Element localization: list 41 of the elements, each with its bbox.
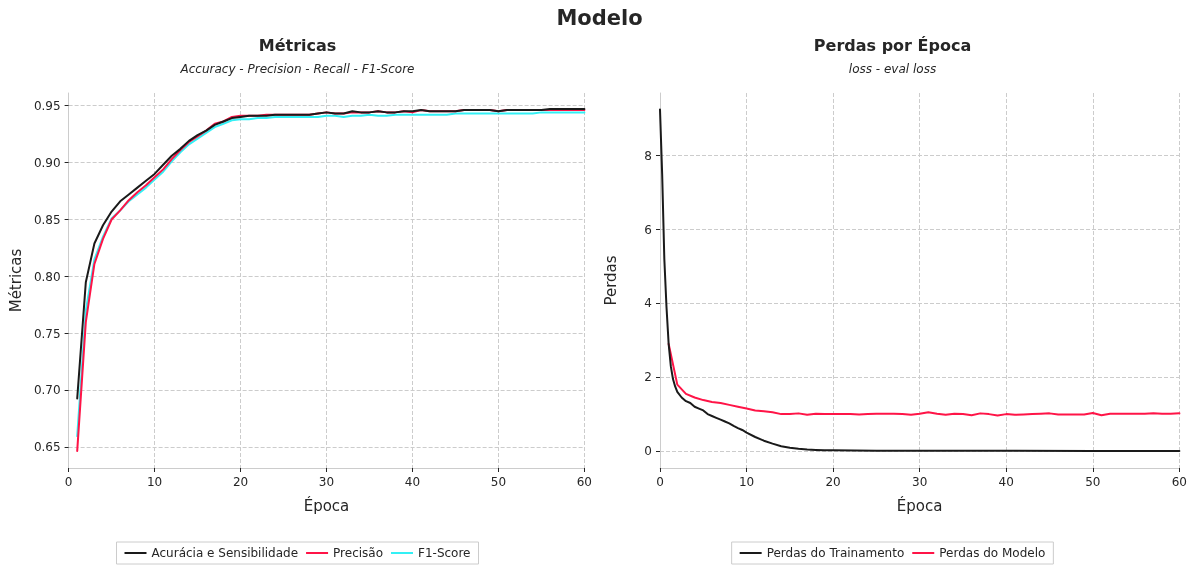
chart-subtitle: Accuracy - Precision - Recall - F1-Score — [179, 62, 415, 76]
x-tick-label: 20 — [825, 475, 841, 489]
x-tick-label: 20 — [232, 475, 249, 489]
y-tick-label: 0.70 — [33, 383, 61, 398]
chart-title: Perdas por Época — [813, 35, 972, 55]
y-tick-label: 0.85 — [33, 212, 61, 227]
legend-label: Perdas do Trainamento — [766, 546, 905, 560]
line-series — [659, 108, 1181, 453]
x-tick-label: 60 — [1171, 475, 1188, 489]
x-tick-label: 30 — [912, 475, 928, 489]
y-tick-label: 2 — [644, 370, 652, 385]
legend-label: Acurácia e Sensibilidade — [151, 546, 299, 560]
x-tick-label: 40 — [998, 475, 1014, 489]
x-tick-label: 60 — [576, 475, 593, 489]
y-tick-label: 0.65 — [33, 440, 61, 455]
y-tick-label: 0.90 — [33, 155, 61, 170]
y-tick-label: 8 — [644, 148, 652, 163]
y-tick-label: 0.80 — [33, 269, 61, 284]
x-axis-title: Época — [896, 495, 943, 515]
chart-title: Métricas — [258, 35, 337, 55]
y-axis-title: Métricas — [6, 248, 25, 313]
y-tick-label: 0.95 — [33, 98, 61, 113]
x-axis-title: Época — [303, 495, 350, 515]
y-tick-label: 4 — [644, 296, 652, 311]
x-tick-label: 30 — [318, 475, 335, 489]
y-tick-label: 6 — [644, 222, 652, 237]
y-tick-label: 0.75 — [33, 326, 61, 341]
chart-subtitle: loss - eval loss — [848, 62, 937, 76]
y-axis-title: Perdas — [601, 255, 620, 306]
legend-label: Perdas do Modelo — [939, 546, 1046, 560]
x-tick-label: 10 — [738, 475, 755, 489]
text: Modelo — [556, 6, 643, 30]
legend-label: Precisão — [333, 546, 384, 560]
x-tick-label: 10 — [146, 475, 163, 489]
x-tick-label: 0 — [656, 475, 664, 489]
x-tick-label: 0 — [64, 475, 73, 489]
x-tick-label: 50 — [1085, 475, 1101, 489]
legend-label: F1-Score — [418, 546, 471, 560]
x-tick-label: 40 — [404, 475, 421, 489]
y-tick-label: 0 — [644, 444, 652, 459]
x-tick-label: 50 — [490, 475, 507, 489]
